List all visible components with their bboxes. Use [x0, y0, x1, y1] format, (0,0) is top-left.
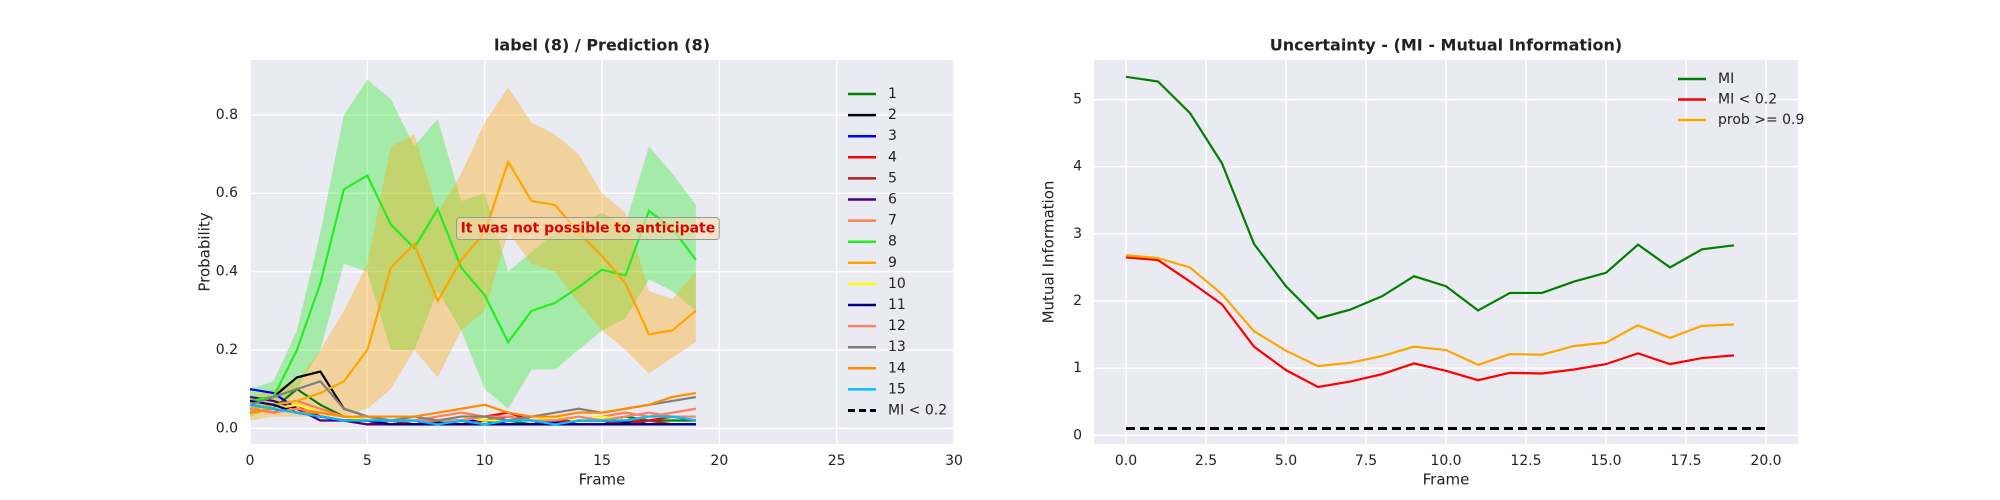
series-line — [249, 399, 697, 422]
legend-label: 14 — [888, 360, 906, 376]
y-axis-label: Probability — [196, 212, 214, 291]
legend-label: MI — [1718, 71, 1734, 87]
series-line — [1125, 256, 1735, 389]
x-tick-label: 2.5 — [1195, 453, 1217, 469]
x-tick-label: 10.0 — [1430, 453, 1461, 469]
x-tick-label: 30 — [945, 453, 963, 469]
x-axis-label: Frame — [579, 471, 626, 489]
series-line — [1125, 75, 1735, 320]
legend-label: 5 — [888, 170, 897, 186]
x-tick-label: 15 — [593, 453, 611, 469]
x-tick-label: 25 — [828, 453, 846, 469]
series-line — [1125, 254, 1735, 368]
legend-label: 12 — [888, 318, 906, 334]
y-tick-label: 1 — [1073, 360, 1082, 376]
y-tick-label: 0 — [1073, 427, 1082, 443]
y-tick-label: 5 — [1073, 92, 1082, 108]
x-tick-label: 12.5 — [1510, 453, 1541, 469]
legend-label: 2 — [888, 107, 897, 123]
x-tick-label: 20 — [710, 453, 728, 469]
x-tick-label: 20.0 — [1750, 453, 1781, 469]
legend-label: 6 — [888, 192, 897, 208]
legend-label: 1 — [888, 86, 897, 102]
annotation: It was not possible to anticipate — [456, 216, 720, 240]
x-tick-label: 7.5 — [1355, 453, 1377, 469]
annotation-text: It was not possible to anticipate — [461, 220, 716, 236]
x-tick-label: 0 — [246, 453, 255, 469]
x-tick-label: 5 — [363, 453, 372, 469]
legend-label: 4 — [888, 149, 897, 165]
series-line — [249, 159, 697, 410]
legend-label: 8 — [888, 234, 897, 250]
y-tick-label: 2 — [1073, 293, 1082, 309]
series-line — [249, 391, 697, 418]
legend-label: prob >= 0.9 — [1718, 112, 1804, 128]
chart-title: Uncertainty - (MI - Mutual Information) — [1270, 36, 1622, 55]
confidence-band — [250, 79, 696, 417]
legend-label: 11 — [888, 297, 906, 313]
y-tick-label: 4 — [1073, 159, 1082, 175]
x-tick-label: 0.0 — [1115, 453, 1137, 469]
series-line — [249, 174, 697, 402]
series-line — [249, 403, 697, 426]
y-tick-label: 0.2 — [216, 342, 238, 358]
y-tick-label: 0.4 — [216, 264, 238, 280]
x-axis-label: Frame — [1423, 471, 1470, 489]
legend-label: 3 — [888, 128, 897, 144]
annotation-box — [456, 216, 720, 240]
x-tick-label: 17.5 — [1670, 453, 1701, 469]
legend-label: 10 — [888, 276, 906, 292]
y-tick-label: 0.0 — [216, 420, 238, 436]
legend-label: 15 — [888, 381, 906, 397]
legend-label: MI < 0.2 — [888, 403, 947, 419]
x-tick-label: 5.0 — [1275, 453, 1297, 469]
x-tick-label: 10 — [476, 453, 494, 469]
y-tick-label: 0.6 — [216, 185, 238, 201]
chart-title: label (8) / Prediction (8) — [494, 36, 710, 55]
y-tick-label: 3 — [1073, 226, 1082, 242]
y-tick-label: 0.8 — [216, 107, 238, 123]
x-tick-label: 15.0 — [1590, 453, 1621, 469]
legend-label: 13 — [888, 339, 906, 355]
legend-label: MI < 0.2 — [1718, 92, 1777, 108]
y-axis-label: Mutual Information — [1040, 181, 1058, 324]
legend-label: 7 — [888, 213, 897, 229]
legend-label: 9 — [888, 255, 897, 271]
confidence-band — [250, 87, 696, 421]
